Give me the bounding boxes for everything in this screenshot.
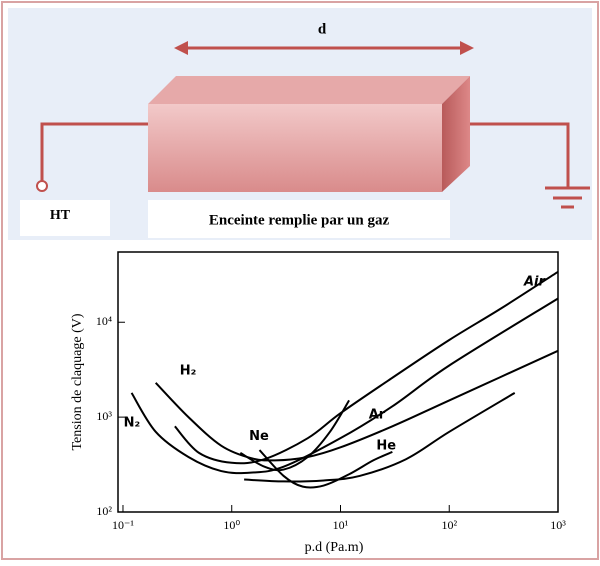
y-tick-label: 10² (96, 504, 112, 518)
terminal (37, 181, 47, 191)
enclosure-label: Enceinte remplie par un gaz (209, 212, 390, 228)
series-label: H₂ (180, 363, 197, 378)
page: {"diagram": {"gap_label": "d", "source_l… (0, 0, 600, 561)
series-label: Ne (249, 429, 269, 444)
y-tick-label: 10³ (96, 409, 112, 423)
box-top (148, 76, 470, 104)
x-tick-label: 10¹ (333, 518, 349, 532)
x-tick-label: 10⁻¹ (112, 518, 134, 532)
y-tick-label: 10⁴ (96, 314, 112, 328)
source-label: HT (50, 208, 71, 223)
figure: d HT Enceinte remplie par un gaz p.d (Pa… (0, 0, 600, 561)
x-tick-label: 10² (441, 518, 457, 532)
series-label: Air (523, 274, 547, 289)
x-tick-label: 10⁰ (223, 518, 240, 532)
y-axis-label: Tension de claquage (V) (70, 313, 85, 450)
series-label: N₂ (124, 415, 141, 430)
series-label: He (376, 438, 396, 453)
series-label: Ar (369, 407, 386, 422)
x-tick-label: 10³ (550, 518, 566, 532)
box-front (148, 104, 442, 192)
x-axis-label: p.d (Pa.m) (305, 540, 364, 555)
gap-label: d (318, 21, 327, 37)
